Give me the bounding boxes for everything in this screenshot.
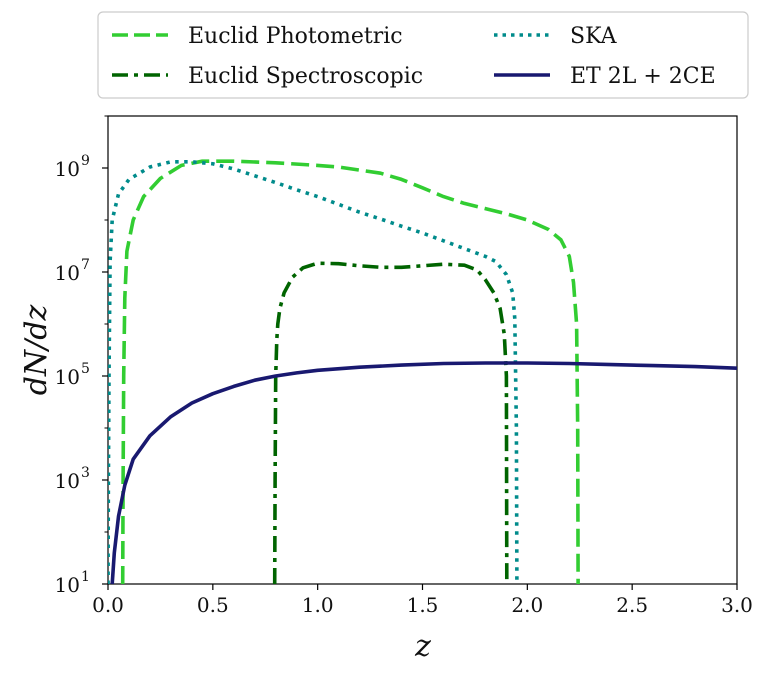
- series-line-euclid-photometric: [120, 159, 580, 584]
- x-tick-label: 2.0: [511, 593, 543, 617]
- x-tick-label: 3.0: [721, 593, 753, 617]
- x-tick-label: 0.0: [92, 593, 124, 617]
- y-tick-exponent: 1: [81, 569, 90, 585]
- series-line-ska: [108, 160, 519, 584]
- legend-label: Euclid Spectroscopic: [188, 64, 423, 89]
- x-axis-label: z: [414, 629, 431, 664]
- y-tick-exponent: 5: [81, 361, 90, 377]
- y-tick-label: 10: [55, 261, 80, 285]
- legend-frame: [97, 11, 749, 99]
- y-tick-label: 10: [55, 573, 80, 597]
- x-axis: 0.0 0.5 1.0 1.5 2.0 2.5 3.0: [92, 584, 753, 617]
- y-axis-label: dN/dz: [19, 305, 54, 396]
- x-tick-label: 2.5: [616, 593, 648, 617]
- y-tick-label: 10: [55, 157, 80, 181]
- legend-label: ET 2L + 2CE: [570, 64, 716, 89]
- y-tick-label: 10: [55, 469, 80, 493]
- series-line-euclid-spectroscopic: [272, 261, 509, 584]
- y-tick-exponent: 7: [81, 257, 90, 273]
- legend-label: Euclid Photometric: [188, 24, 403, 49]
- x-tick-label: 1.0: [302, 593, 334, 617]
- y-tick-exponent: 3: [81, 465, 90, 481]
- legend-label: SKA: [570, 24, 618, 49]
- y-tick-label: 10: [55, 365, 80, 389]
- series-layer: [108, 159, 737, 584]
- series-line-et-2l-2ce: [110, 361, 737, 584]
- x-tick-label: 0.5: [197, 593, 229, 617]
- y-tick-exponent: 9: [81, 153, 90, 169]
- x-tick-label: 1.5: [407, 593, 439, 617]
- legend: Euclid Photometric SKA Euclid Spectroscopi…: [97, 11, 749, 99]
